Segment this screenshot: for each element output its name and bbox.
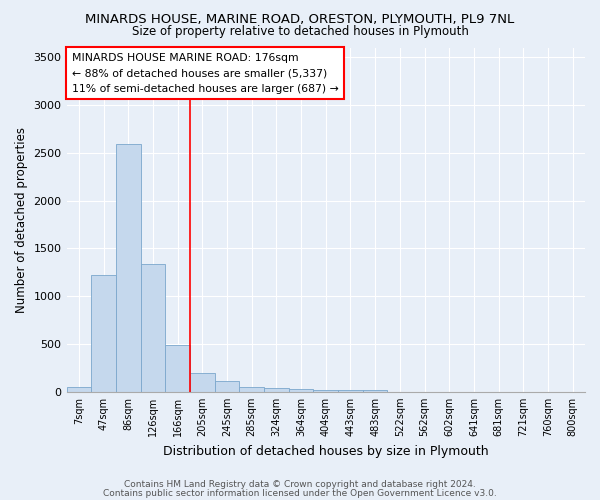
Bar xyxy=(190,373,215,392)
Bar xyxy=(338,390,363,392)
Bar xyxy=(289,390,313,392)
Text: MINARDS HOUSE MARINE ROAD: 176sqm
← 88% of detached houses are smaller (5,337)
1: MINARDS HOUSE MARINE ROAD: 176sqm ← 88% … xyxy=(72,52,338,94)
Text: Contains HM Land Registry data © Crown copyright and database right 2024.: Contains HM Land Registry data © Crown c… xyxy=(124,480,476,489)
Bar xyxy=(313,390,338,392)
Bar xyxy=(363,390,388,392)
Bar xyxy=(239,387,264,392)
Bar xyxy=(140,264,165,392)
Text: MINARDS HOUSE, MARINE ROAD, ORESTON, PLYMOUTH, PL9 7NL: MINARDS HOUSE, MARINE ROAD, ORESTON, PLY… xyxy=(85,12,515,26)
Bar xyxy=(165,345,190,392)
Bar xyxy=(116,144,140,392)
Bar xyxy=(264,388,289,392)
X-axis label: Distribution of detached houses by size in Plymouth: Distribution of detached houses by size … xyxy=(163,444,488,458)
Text: Size of property relative to detached houses in Plymouth: Size of property relative to detached ho… xyxy=(131,25,469,38)
Bar xyxy=(215,382,239,392)
Y-axis label: Number of detached properties: Number of detached properties xyxy=(15,126,28,312)
Text: Contains public sector information licensed under the Open Government Licence v3: Contains public sector information licen… xyxy=(103,488,497,498)
Bar xyxy=(91,275,116,392)
Bar xyxy=(67,386,91,392)
